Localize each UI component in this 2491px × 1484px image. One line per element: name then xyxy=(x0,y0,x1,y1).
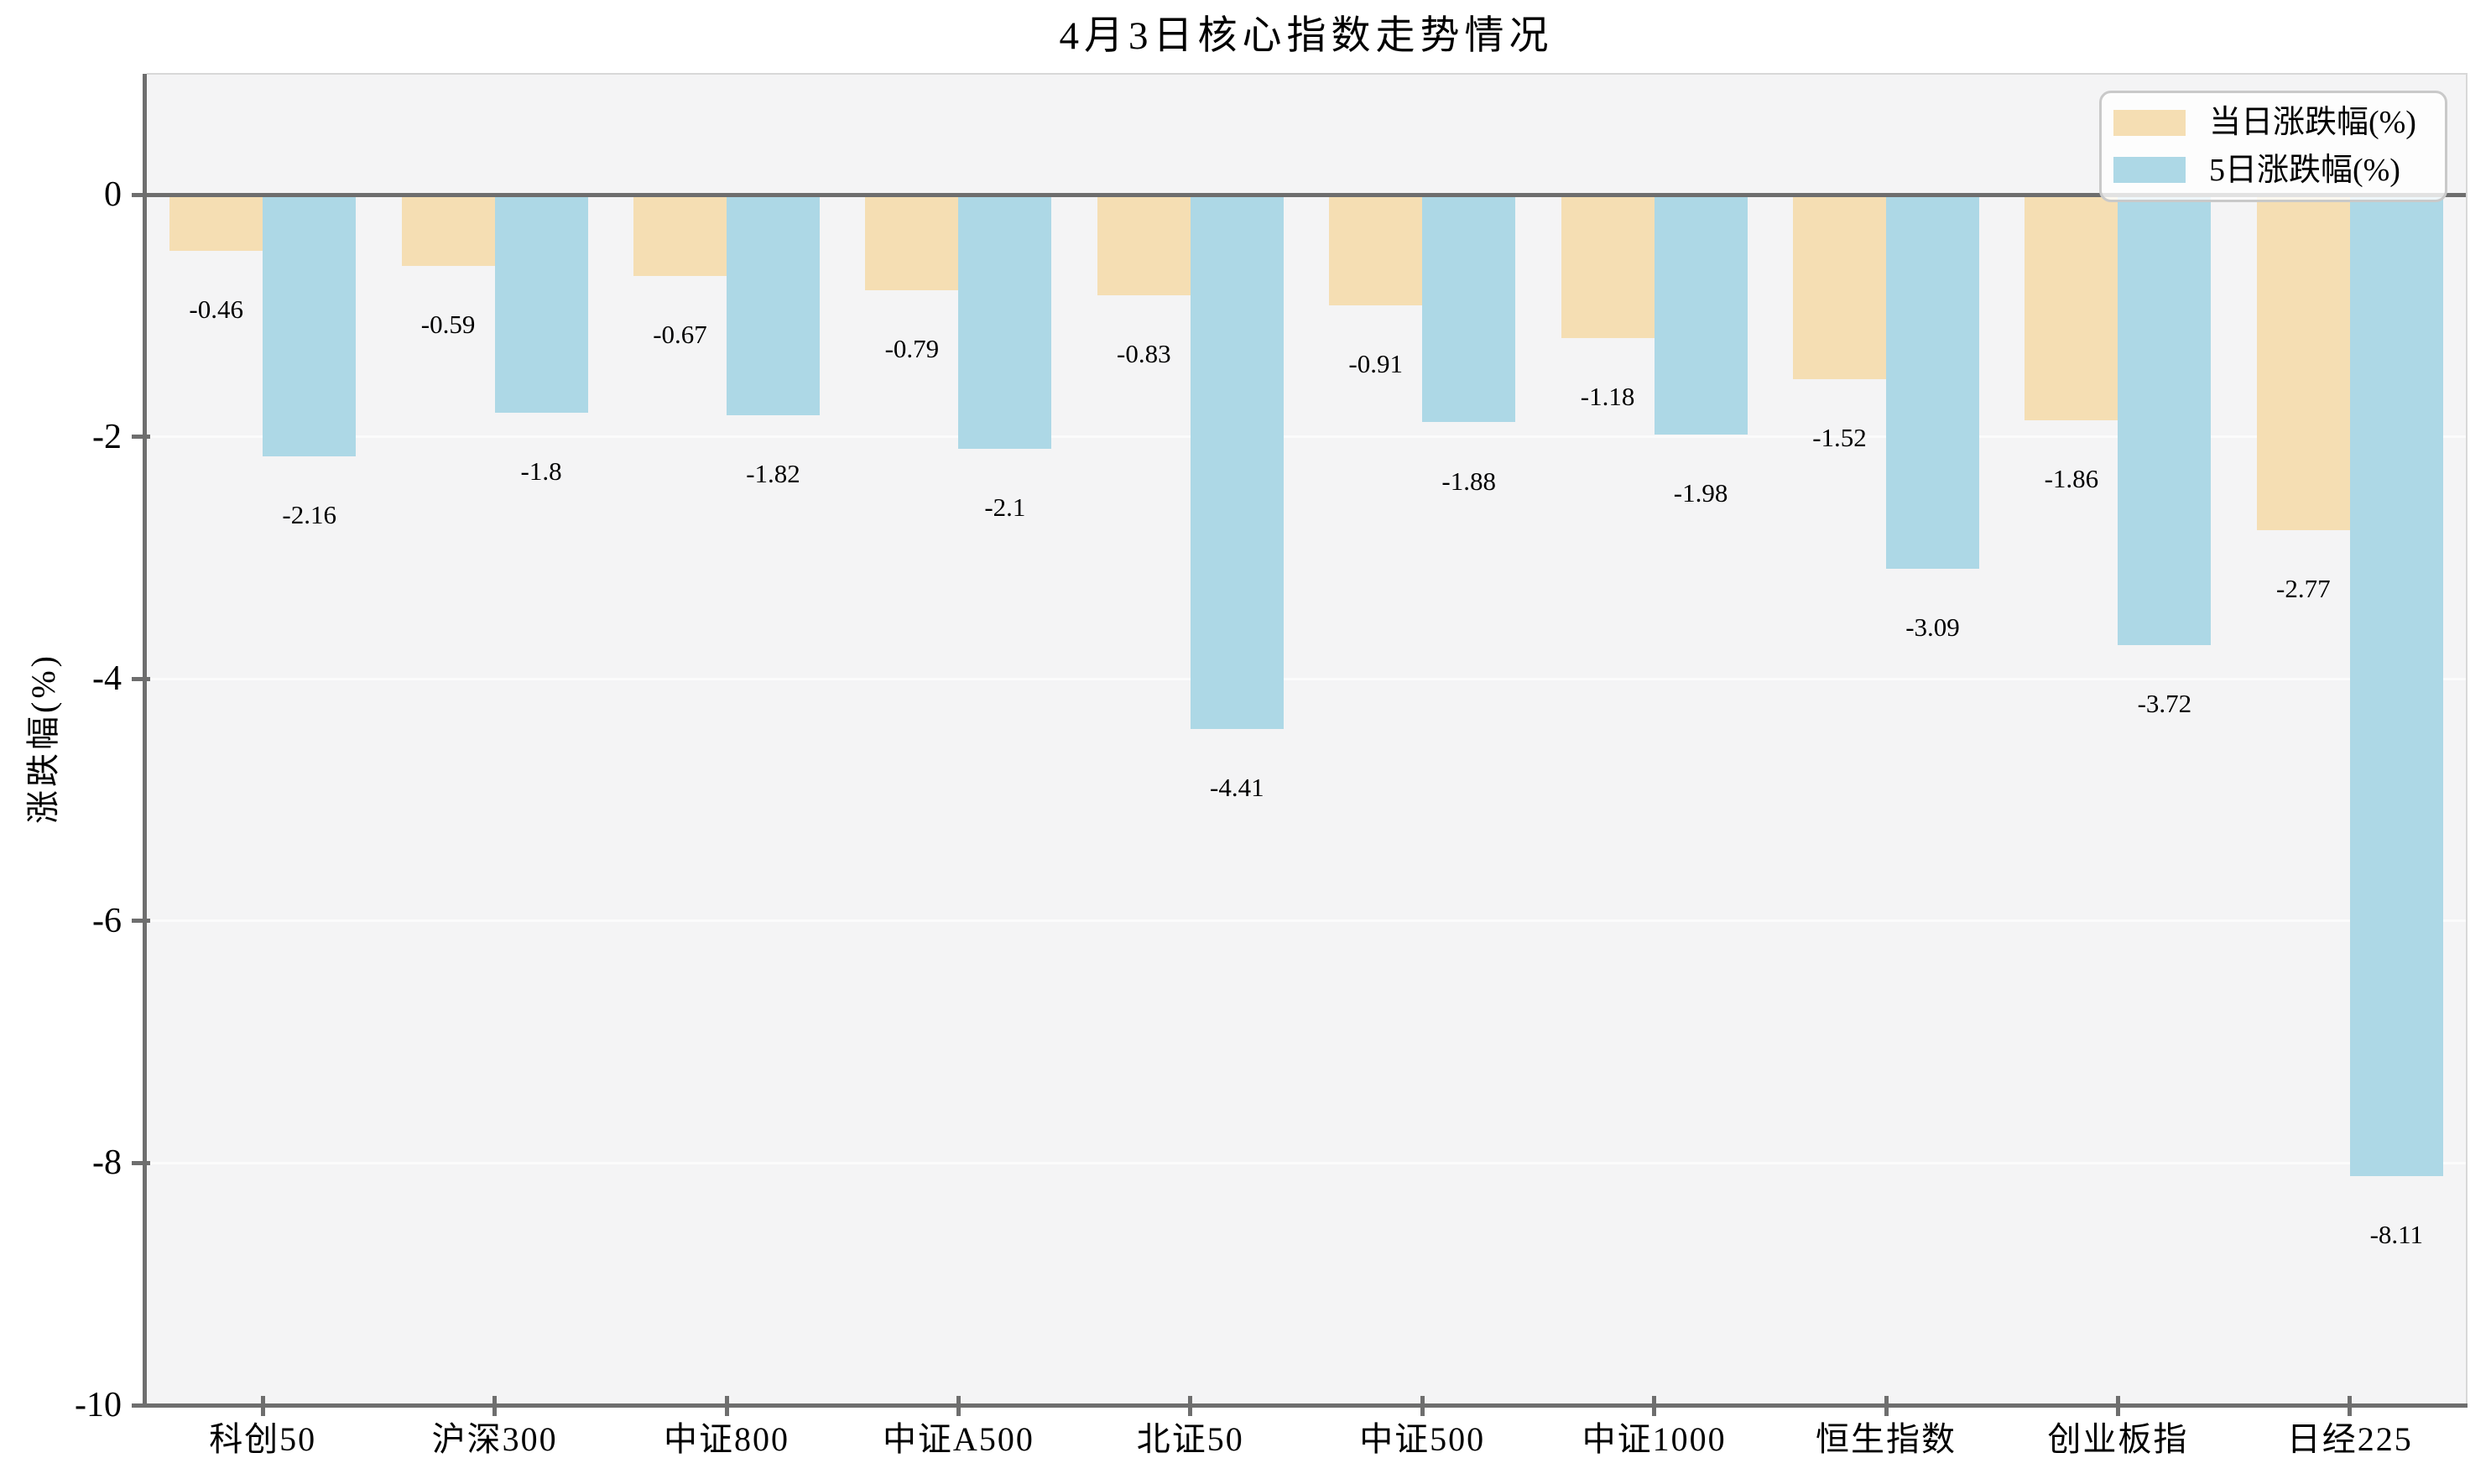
legend-swatch-5day xyxy=(2113,157,2186,184)
top-spine xyxy=(147,73,2468,75)
y-tick xyxy=(132,435,150,440)
bar-daily xyxy=(2025,195,2118,420)
x-tick-label: 科创50 xyxy=(209,1420,317,1458)
value-label: -1.98 xyxy=(1673,477,1728,508)
y-tick xyxy=(132,1160,150,1165)
gridline xyxy=(147,435,2466,439)
value-label: -1.8 xyxy=(520,456,562,486)
zero-line xyxy=(147,192,2466,197)
value-label: -4.41 xyxy=(1210,772,1264,802)
gridline xyxy=(147,1161,2466,1164)
value-label: -0.83 xyxy=(1117,339,1171,369)
x-tick xyxy=(1652,1396,1657,1416)
legend-label: 当日涨跌幅(%) xyxy=(2209,105,2416,141)
y-tick-label: 0 xyxy=(104,175,122,215)
bar-5day xyxy=(494,195,588,413)
plot-area: -0.46 -2.16 -0.59 -1.8 -0.67 -1.82 -0.79 -2.1 -0… xyxy=(147,74,2466,1405)
x-tick-label: 中证800 xyxy=(664,1420,790,1458)
value-label: -8.11 xyxy=(2369,1220,2424,1250)
x-tick xyxy=(2348,1396,2353,1416)
x-tick xyxy=(492,1396,498,1416)
value-label: -2.16 xyxy=(282,499,336,529)
x-tick-label: 中证500 xyxy=(1359,1420,1486,1458)
y-tick xyxy=(132,676,150,681)
value-label: -2.1 xyxy=(984,492,1026,523)
legend-swatch-daily xyxy=(2113,109,2186,136)
bottom-spine xyxy=(143,1403,2468,1408)
x-tick-label: 沪深300 xyxy=(431,1420,558,1458)
y-tick-label: -8 xyxy=(92,1143,122,1183)
bar-5day xyxy=(958,195,1052,450)
value-label: -3.72 xyxy=(2137,688,2192,718)
bar-daily xyxy=(169,195,263,251)
x-tick xyxy=(956,1396,961,1416)
bar-daily xyxy=(2256,195,2350,530)
bar-daily xyxy=(865,195,959,291)
x-tick xyxy=(1420,1396,1425,1416)
bar-daily xyxy=(1097,195,1191,295)
bar-daily xyxy=(1561,195,1655,338)
x-tick-label: 创业板指 xyxy=(2047,1420,2189,1458)
value-label: -0.79 xyxy=(884,334,940,364)
bar-5day xyxy=(2349,195,2443,1177)
x-tick-label: 中证A500 xyxy=(882,1420,1034,1458)
value-label: -3.09 xyxy=(1905,612,1960,643)
y-tick-label: -4 xyxy=(92,659,122,699)
bar-daily xyxy=(633,195,727,276)
bar-5day xyxy=(2118,195,2212,645)
y-tick-label: -10 xyxy=(75,1386,122,1424)
chart-title: 4月3日核心指数走势情况 xyxy=(1059,14,1554,58)
value-label: -1.86 xyxy=(2044,463,2099,493)
value-label: -0.59 xyxy=(420,310,476,340)
x-tick xyxy=(260,1396,265,1416)
bar-daily xyxy=(1329,195,1423,305)
value-label: -0.91 xyxy=(1348,348,1403,378)
value-label: -1.18 xyxy=(1580,381,1635,411)
value-label: -1.88 xyxy=(1441,466,1496,496)
y-tick-label: -2 xyxy=(92,417,122,456)
bar-5day xyxy=(263,195,357,456)
right-spine xyxy=(2466,73,2468,1406)
y-tick xyxy=(132,1403,150,1408)
bar-5day xyxy=(1190,195,1284,729)
y-tick xyxy=(132,192,150,197)
x-tick xyxy=(2115,1396,2120,1416)
x-tick-label: 恒生指数 xyxy=(1816,1420,1957,1458)
bar-daily xyxy=(401,195,495,267)
x-tick-label: 中证1000 xyxy=(1582,1420,1727,1458)
y-tick xyxy=(132,919,150,924)
value-label: -0.46 xyxy=(189,294,243,324)
value-label: -1.82 xyxy=(746,458,800,488)
bar-5day xyxy=(727,195,820,415)
value-label: -2.77 xyxy=(2276,573,2331,603)
bar-5day xyxy=(1886,195,1979,570)
legend-label: 5日涨跌幅(%) xyxy=(2209,152,2400,188)
gridline xyxy=(147,677,2466,680)
x-tick xyxy=(724,1396,729,1416)
x-tick xyxy=(1188,1396,1193,1416)
bar-daily xyxy=(1793,195,1886,379)
x-tick xyxy=(1884,1396,1889,1416)
y-tick-label: -6 xyxy=(92,901,122,940)
value-label: -1.52 xyxy=(1812,422,1867,452)
bar-5day xyxy=(1654,195,1748,435)
gridline xyxy=(147,919,2466,923)
value-label: -0.67 xyxy=(653,319,707,349)
legend-row: 当日涨跌幅(%) xyxy=(2113,105,2445,140)
legend-box: 当日涨跌幅(%) 5日涨跌幅(%) xyxy=(2099,91,2447,202)
bar-5day xyxy=(1422,195,1516,423)
legend-row: 5日涨跌幅(%) xyxy=(2113,153,2445,188)
x-tick-label: 日经225 xyxy=(2286,1420,2413,1458)
left-spine xyxy=(143,74,147,1408)
x-tick-label: 北证50 xyxy=(1136,1420,1244,1458)
